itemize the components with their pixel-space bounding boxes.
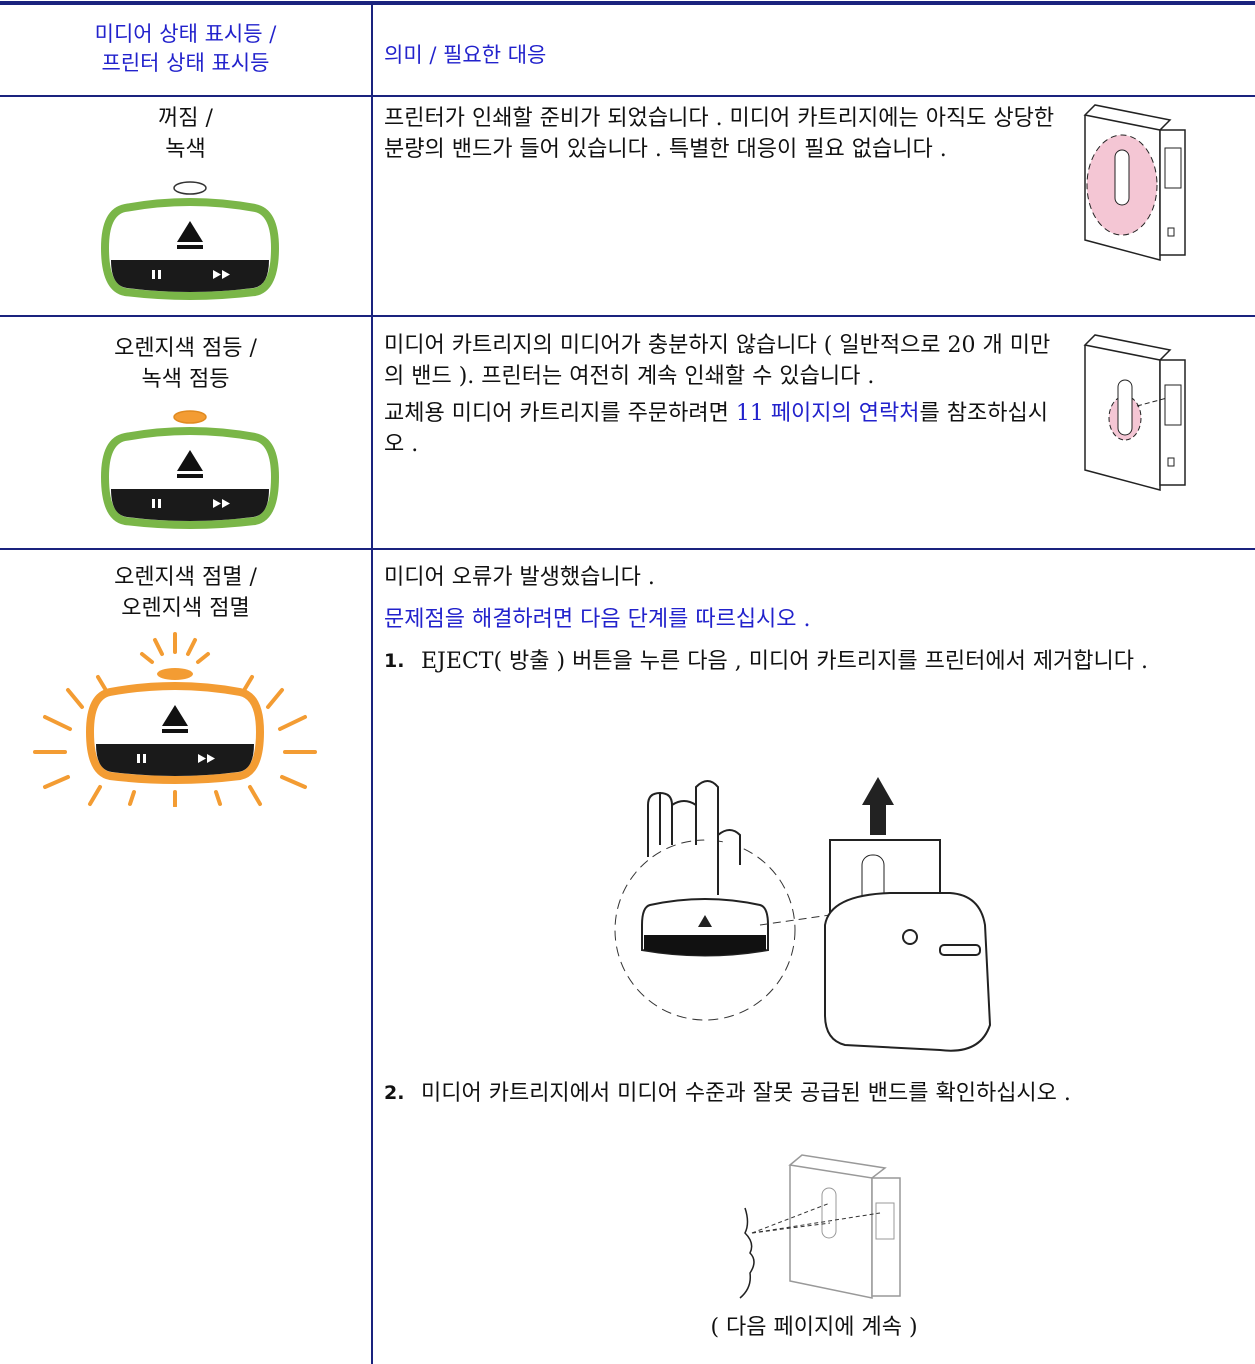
step-number: 2. <box>384 1082 405 1104</box>
step-number: 1. <box>384 650 405 672</box>
header-indicator: 미디어 상태 표시등 / 프린터 상태 표시등 <box>0 20 371 78</box>
paragraph: 교체용 미디어 카트리지를 주문하려면 11 페이지의 연락처를 참조하십시오 … <box>384 398 1064 460</box>
column-divider <box>371 1 373 1364</box>
step-text: 미디어 카트리지에서 미디어 수준과 잘못 공급된 밴드를 확인하십시오 . <box>421 1081 1071 1106</box>
indicator: 꺼짐 / 녹색 <box>0 103 371 165</box>
cartridge-full <box>1083 104 1186 261</box>
button-icon-green <box>100 181 280 300</box>
paragraph: 프린터가 인쇄할 준비가 되었습니다 . 미디어 카트리지에는 아직도 상당한 … <box>384 106 1055 162</box>
text: 교체용 미디어 카트리지를 주문하려면 <box>384 401 736 426</box>
step: 1. EJECT( 방출 ) 버튼을 누른 다음 , 미디어 카트리지를 프린터에… <box>384 646 1244 677</box>
header-line: 프린터 상태 표시등 <box>101 51 270 75</box>
indicator-line: 녹색 점등 <box>141 367 230 392</box>
printer-illustration <box>614 777 992 1052</box>
cartridge-low <box>1083 334 1186 491</box>
header-meaning: 의미 / 필요한 대응 <box>384 43 547 67</box>
row-divider <box>0 315 1255 317</box>
button-icon-orange-led <box>100 410 280 529</box>
button-icon-flashing <box>33 632 317 807</box>
indicator-line: 오렌지색 점멸 <box>121 596 250 621</box>
step-text: EJECT( 방출 ) 버튼을 누른 다음 , 미디어 카트리지를 프린터에서 … <box>421 649 1149 674</box>
indicator: 오렌지색 점멸 / 오렌지색 점멸 <box>0 562 371 624</box>
row-divider <box>0 548 1255 550</box>
header-line: 미디어 상태 표시등 / <box>94 22 277 46</box>
indicator-line: 오렌지색 점등 / <box>114 336 257 361</box>
indicator-line: 오렌지색 점멸 / <box>114 565 257 590</box>
inspection-illustration <box>739 1154 901 1299</box>
table-border <box>0 1 1255 5</box>
indicator-line: 녹색 <box>165 137 206 162</box>
step: 2. 미디어 카트리지에서 미디어 수준과 잘못 공급된 밴드를 확인하십시오 . <box>384 1078 1244 1109</box>
paragraph: 미디어 카트리지의 미디어가 충분하지 않습니다 ( 일반적으로 20 개 미만… <box>384 333 1051 389</box>
meaning: 미디어 카트리지의 미디어가 충분하지 않습니다 ( 일반적으로 20 개 미만… <box>384 330 1064 460</box>
text: 를 참조하십시오 . <box>384 401 1048 457</box>
meaning: 프린터가 인쇄할 준비가 되었습니다 . 미디어 카트리지에는 아직도 상당한 … <box>384 103 1064 165</box>
indicator: 오렌지색 점등 / 녹색 점등 <box>0 333 371 395</box>
link[interactable]: 11 페이지의 연락처 <box>735 401 920 426</box>
continued-note: ( 다음 페이지에 계속 ) <box>710 1315 918 1340</box>
procedure-heading: 문제점을 해결하려면 다음 단계를 따르십시오 . <box>384 607 811 632</box>
paragraph: 미디어 오류가 발생했습니다 . <box>384 565 655 590</box>
indicator-line: 꺼짐 / <box>158 106 213 131</box>
row-divider <box>0 95 1255 97</box>
